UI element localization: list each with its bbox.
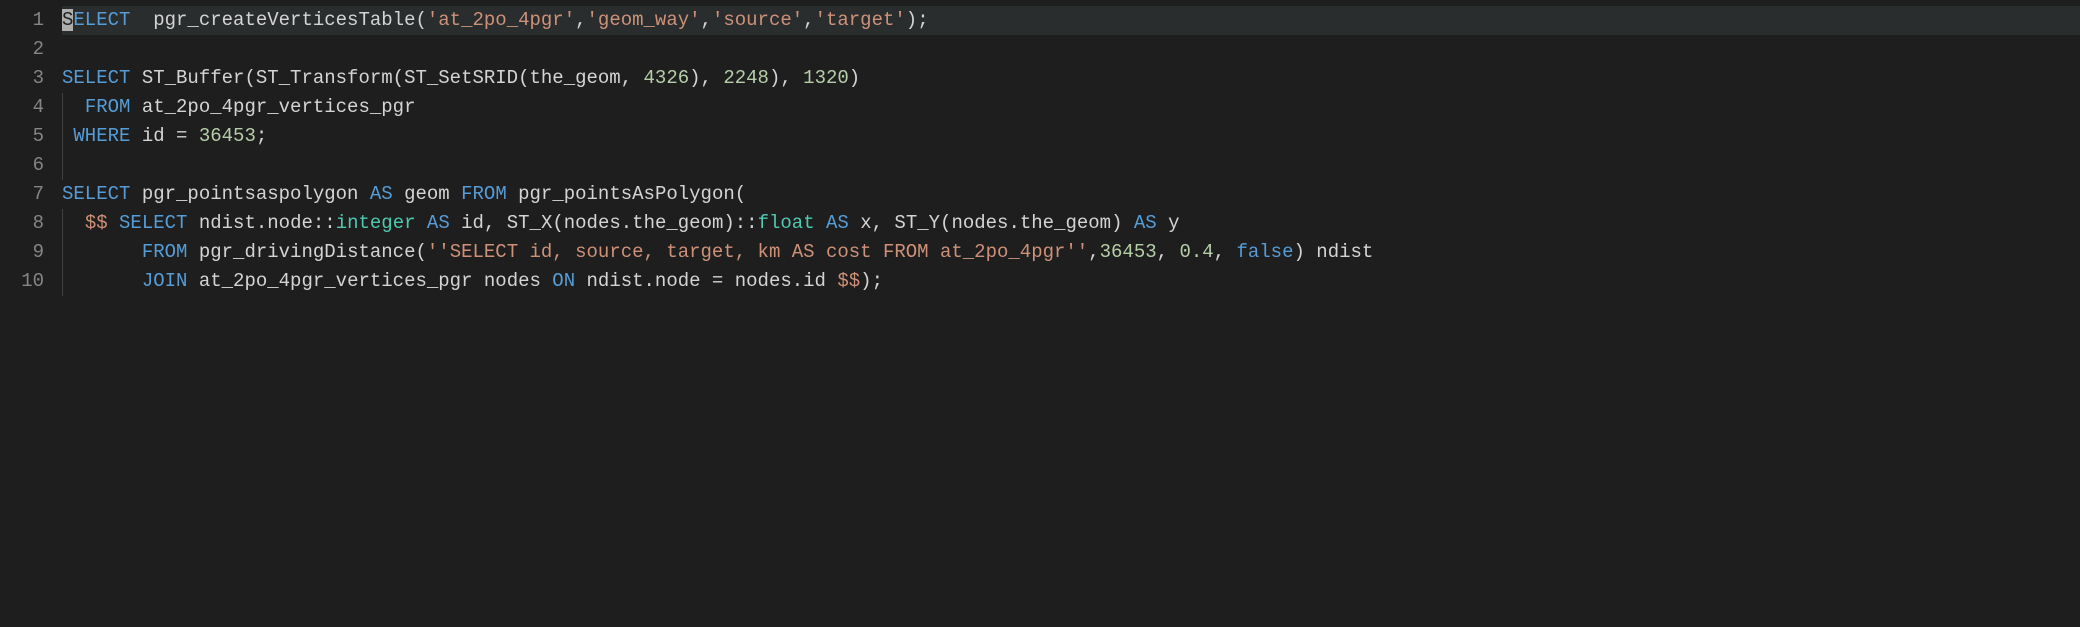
token [62, 96, 85, 118]
token: ), [769, 67, 803, 89]
code-line[interactable]: SELECT pgr_createVerticesTable('at_2po_4… [62, 6, 2080, 35]
line-number: 9 [0, 238, 44, 267]
token: 'at_2po_4pgr' [427, 9, 575, 31]
code-line[interactable]: FROM at_2po_4pgr_vertices_pgr [62, 93, 2080, 122]
line-number: 3 [0, 64, 44, 93]
token: false [1236, 241, 1293, 263]
code-editor[interactable]: 12345678910 SELECT pgr_createVerticesTab… [0, 0, 2080, 627]
code-line[interactable]: SELECT pgr_pointsaspolygon AS geom FROM … [62, 180, 2080, 209]
token: SELECT [62, 67, 130, 89]
token: ''SELECT id, source, target, km AS cost … [427, 241, 1088, 263]
line-number: 7 [0, 180, 44, 209]
code-line[interactable] [62, 35, 2080, 64]
token: 'geom_way' [587, 9, 701, 31]
token: ELECT [73, 9, 130, 31]
token: ; [256, 125, 267, 147]
token: WHERE [73, 125, 130, 147]
indent-guide [62, 93, 63, 122]
line-number: 6 [0, 151, 44, 180]
token [62, 212, 85, 234]
code-line[interactable]: FROM pgr_drivingDistance(''SELECT id, so… [62, 238, 2080, 267]
token: AS [1134, 212, 1157, 234]
token: ) [849, 67, 860, 89]
token: AS [826, 212, 849, 234]
line-number-gutter: 12345678910 [0, 0, 62, 627]
token [62, 125, 73, 147]
token: integer [336, 212, 416, 234]
token: 36453 [199, 125, 256, 147]
token: pgr_pointsAsPolygon( [507, 183, 746, 205]
token [62, 270, 142, 292]
line-number: 5 [0, 122, 44, 151]
token: AS [370, 183, 393, 205]
line-number: 8 [0, 209, 44, 238]
token: x, ST_Y(nodes.the_geom) [849, 212, 1134, 234]
code-line[interactable]: WHERE id = 36453; [62, 122, 2080, 151]
code-line[interactable] [62, 151, 2080, 180]
token: ); [906, 9, 929, 31]
token: FROM [85, 96, 131, 118]
line-number: 1 [0, 6, 44, 35]
token: ) ndist [1293, 241, 1373, 263]
line-number: 2 [0, 35, 44, 64]
token: id, ST_X(nodes.the_geom):: [450, 212, 758, 234]
token: FROM [142, 241, 188, 263]
token: ON [552, 270, 575, 292]
token: 36453 [1100, 241, 1157, 263]
token: ), [689, 67, 723, 89]
code-area[interactable]: SELECT pgr_createVerticesTable('at_2po_4… [62, 0, 2080, 627]
token [815, 212, 826, 234]
token: , [701, 9, 712, 31]
token: , [575, 9, 586, 31]
token: ndist.node = nodes.id [575, 270, 837, 292]
token: 'target' [815, 9, 906, 31]
token: , [1157, 241, 1180, 263]
token [62, 241, 142, 263]
token: y [1157, 212, 1180, 234]
indent-guide [62, 267, 63, 296]
token: JOIN [142, 270, 188, 292]
token: , [1088, 241, 1099, 263]
token [416, 212, 427, 234]
token: ST_Buffer(ST_Transform(ST_SetSRID(the_ge… [130, 67, 643, 89]
code-line[interactable]: SELECT ST_Buffer(ST_Transform(ST_SetSRID… [62, 64, 2080, 93]
token: S [62, 9, 73, 31]
token: float [758, 212, 815, 234]
token: 'source' [712, 9, 803, 31]
token: FROM [461, 183, 507, 205]
token: SELECT [119, 212, 187, 234]
token: id = [130, 125, 198, 147]
token: pgr_createVerticesTable( [130, 9, 426, 31]
token: 1320 [803, 67, 849, 89]
indent-guide [62, 209, 63, 238]
token: at_2po_4pgr_vertices_pgr [130, 96, 415, 118]
token: , [1214, 241, 1237, 263]
token: ); [860, 270, 883, 292]
token: 0.4 [1179, 241, 1213, 263]
token: pgr_pointsaspolygon [130, 183, 369, 205]
token: 4326 [644, 67, 690, 89]
token: SELECT [62, 183, 130, 205]
token: at_2po_4pgr_vertices_pgr nodes [187, 270, 552, 292]
indent-guide [62, 122, 63, 151]
token: geom [393, 183, 461, 205]
token: 2248 [723, 67, 769, 89]
token: , [803, 9, 814, 31]
code-line[interactable]: $$ SELECT ndist.node::integer AS id, ST_… [62, 209, 2080, 238]
indent-guide [62, 238, 63, 267]
code-line[interactable]: JOIN at_2po_4pgr_vertices_pgr nodes ON n… [62, 267, 2080, 296]
token: AS [427, 212, 450, 234]
token: ndist.node:: [187, 212, 335, 234]
line-number: 10 [0, 267, 44, 296]
line-number: 4 [0, 93, 44, 122]
token: pgr_drivingDistance( [187, 241, 426, 263]
token [108, 212, 119, 234]
token: $$ [837, 270, 860, 292]
indent-guide [62, 151, 63, 180]
token: $$ [85, 212, 108, 234]
